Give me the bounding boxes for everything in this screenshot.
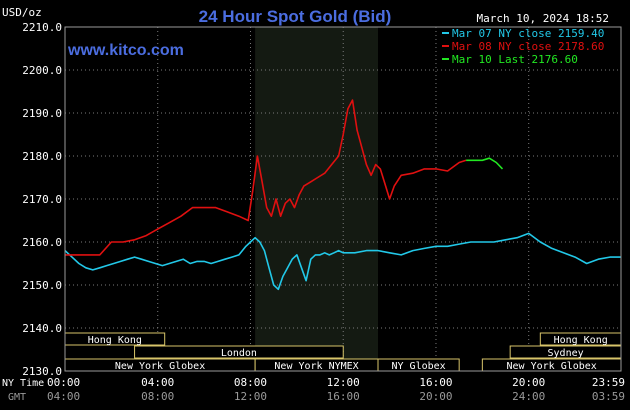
y-axis-label: USD/oz: [2, 6, 42, 19]
timestamp: March 10, 2024 18:52: [477, 12, 609, 25]
session-label: New York NYMEX: [274, 361, 358, 372]
x-tick-label-gmt: 16:00: [327, 390, 360, 403]
legend-entry: Mar 07 NY close 2159.40: [452, 27, 604, 40]
x-tick-label-ny: 20:00: [512, 376, 545, 389]
x-tick-label-gmt: 03:59: [592, 390, 625, 403]
session-label: New York Globex: [115, 361, 205, 372]
legend-entry: Mar 08 NY close 2178.60: [452, 40, 604, 53]
x-tick-label-gmt: 20:00: [419, 390, 452, 403]
y-tick-label: 2170.0: [22, 193, 62, 206]
x-axis-name-ny: NY Time: [2, 378, 44, 389]
x-axis-name-gmt: GMT: [8, 392, 26, 403]
y-tick-label: 2200.0: [22, 64, 62, 77]
session-label: New York Globex: [507, 361, 597, 372]
x-tick-label-ny: 00:00: [47, 376, 80, 389]
series-layer: [64, 99, 621, 291]
session-label: Sydney: [548, 348, 584, 359]
x-tick-labels: 00:0004:0004:0008:0008:0012:0012:0016:00…: [47, 376, 625, 403]
y-tick-label: 2130.0: [22, 365, 62, 378]
y-tick-label: 2210.0: [22, 21, 62, 34]
session-label: Hong Kong: [554, 335, 608, 346]
y-tick-label: 2190.0: [22, 107, 62, 120]
x-tick-label-ny: 12:00: [327, 376, 360, 389]
session-bar: [134, 345, 344, 359]
y-tick-label: 2160.0: [22, 236, 62, 249]
x-tick-label-gmt: 08:00: [141, 390, 174, 403]
y-tick-labels: 2210.0 2200.0 2190.0 2180.0 2170.0 2160.0 2150…: [22, 21, 62, 378]
series-line-0: [64, 232, 621, 291]
session-label: NY Globex: [391, 361, 445, 372]
y-tick-label: 2180.0: [22, 150, 62, 163]
x-tick-label-gmt: 24:00: [512, 390, 545, 403]
y-tick-label: 2140.0: [22, 322, 62, 335]
series-line-2: [466, 157, 504, 170]
x-tick-label-ny: 16:00: [419, 376, 452, 389]
session-label: Hong Kong: [88, 335, 142, 346]
series-line-1: [65, 99, 467, 256]
session-bars-layer: Hong Kong Hong Kong London Sydney New York G…: [64, 332, 622, 372]
legend-entry: Mar 10 Last 2176.60: [452, 53, 578, 66]
x-tick-label-gmt: 12:00: [234, 390, 267, 403]
x-tick-label-ny: 23:59: [592, 376, 625, 389]
x-tick-label-ny: 04:00: [141, 376, 174, 389]
plot-frame: [64, 26, 622, 372]
chart-title: 24 Hour Spot Gold (Bid): [199, 7, 392, 26]
y-tick-label: 2150.0: [22, 279, 62, 292]
watermark: www.kitco.com: [67, 42, 184, 59]
x-tick-label-gmt: 04:00: [47, 390, 80, 403]
session-label: London: [221, 348, 257, 359]
x-tick-label-ny: 08:00: [234, 376, 267, 389]
